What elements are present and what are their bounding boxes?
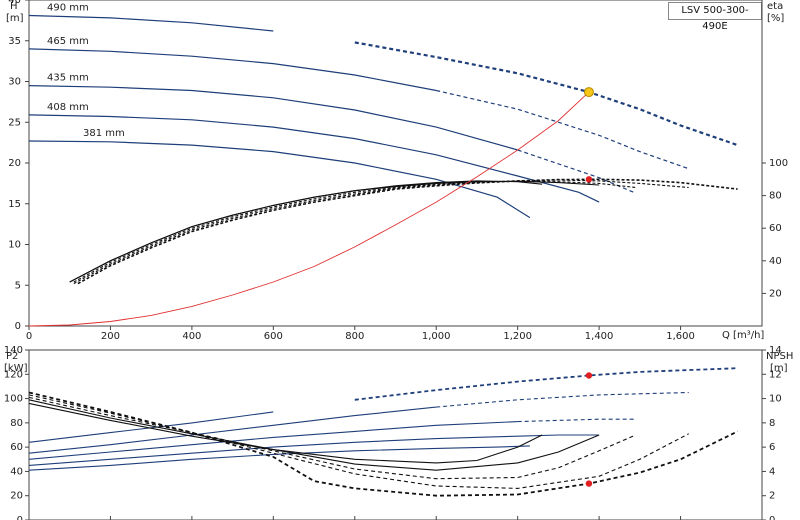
power-tick-label: 120 xyxy=(4,369,23,380)
power-curve xyxy=(28,421,518,460)
x-tick-label: 800 xyxy=(345,331,364,342)
x-tick-label: 200 xyxy=(101,331,120,342)
system-curve xyxy=(28,91,590,327)
power-tick-label: 100 xyxy=(4,394,23,405)
head-curve-extension xyxy=(517,149,637,194)
head-curve xyxy=(28,48,437,92)
power-curve-extension xyxy=(436,391,689,408)
head-panel-frame xyxy=(28,0,763,327)
head-tick-label: 15 xyxy=(8,199,21,210)
x-tick-label: 0 xyxy=(26,331,32,342)
power-tick-label: 0 xyxy=(17,515,23,520)
impeller-diameter-label: 490 mm xyxy=(47,2,89,13)
power-curve-extension xyxy=(354,367,738,401)
npsh-curve xyxy=(28,399,600,471)
head-tick-label: 30 xyxy=(8,77,21,88)
eta-tick-label: 40 xyxy=(769,256,782,267)
npsh-tick-label: 4 xyxy=(769,466,775,477)
head-tick-label: 25 xyxy=(8,117,21,128)
efficiency-curve xyxy=(73,180,636,283)
eta-tick-label: 60 xyxy=(769,223,782,234)
head-tick-label: 35 xyxy=(8,36,21,47)
power-curve xyxy=(28,406,437,454)
x-tick-label: 400 xyxy=(182,331,201,342)
power-tick-label: 40 xyxy=(10,466,23,477)
npsh-curve xyxy=(28,391,738,497)
head-axis-title: H xyxy=(10,1,18,12)
power-panel-frame xyxy=(28,349,763,520)
power-curve xyxy=(28,411,274,443)
npsh-curve xyxy=(28,402,543,464)
duty-point-marker xyxy=(583,87,594,98)
efficiency-curve xyxy=(77,178,738,285)
power-tick-label: 80 xyxy=(10,418,23,429)
eta-tick-label: 80 xyxy=(769,191,782,202)
power-tick-label: 60 xyxy=(10,442,23,453)
power-tick-label: 140 xyxy=(4,345,23,356)
efficiency-curve xyxy=(69,180,600,283)
power-curve xyxy=(28,445,530,471)
npsh-point-marker xyxy=(585,480,593,487)
power-axis-title: P2 xyxy=(6,351,18,362)
head-curve xyxy=(28,140,531,219)
impeller-diameter-label: 408 mm xyxy=(47,102,89,113)
npsh-axis-unit: [m] xyxy=(770,363,788,374)
impeller-diameter-label: 381 mm xyxy=(83,128,125,139)
npsh-axis-title: NPSH xyxy=(766,351,793,362)
npsh-tick-label: 10 xyxy=(769,394,782,405)
efficiency-point-marker xyxy=(585,176,593,183)
power-curve-extension xyxy=(517,418,636,423)
model-label: LSV 500-300-490E xyxy=(668,2,762,32)
eta-axis-unit: [%] xyxy=(767,13,784,24)
npsh-tick-label: 2 xyxy=(769,491,775,502)
npsh-tick-label: 12 xyxy=(769,369,782,380)
head-curve-extension xyxy=(436,89,689,170)
npsh-tick-label: 6 xyxy=(769,442,775,453)
head-curve xyxy=(28,14,274,32)
x-tick-label: 1,200 xyxy=(503,331,532,342)
flow-axis-title: Q [m³/h] xyxy=(722,330,764,341)
head-axis-unit: [m] xyxy=(6,13,24,24)
head-tick-label: 5 xyxy=(15,280,21,291)
npsh-curve xyxy=(28,396,637,480)
x-tick-label: 1,600 xyxy=(666,331,695,342)
efficiency-curve xyxy=(73,179,689,285)
head-tick-label: 40 xyxy=(8,0,21,6)
head-curve xyxy=(28,114,600,203)
npsh-tick-label: 14 xyxy=(769,345,782,356)
power-axis-unit: [kW] xyxy=(4,363,28,374)
power-curve xyxy=(28,434,600,466)
head-curve xyxy=(28,85,518,151)
eta-tick-label: 20 xyxy=(769,288,782,299)
head-tick-label: 0 xyxy=(15,321,21,332)
npsh-tick-label: 0 xyxy=(769,515,775,520)
npsh-tick-label: 8 xyxy=(769,418,775,429)
head-tick-label: 10 xyxy=(8,240,21,251)
eta-axis-title: eta xyxy=(767,1,783,12)
x-tick-label: 1,000 xyxy=(422,331,451,342)
power-tick-label: 20 xyxy=(10,491,23,502)
x-tick-label: 600 xyxy=(264,331,283,342)
efficiency-curve xyxy=(69,180,543,283)
impeller-diameter-label: 435 mm xyxy=(47,73,89,84)
power-point-marker xyxy=(585,372,593,379)
x-tick-label: 1,400 xyxy=(585,331,614,342)
head-tick-label: 20 xyxy=(8,158,21,169)
impeller-diameter-label: 465 mm xyxy=(47,36,89,47)
npsh-curve xyxy=(28,394,689,489)
eta-tick-label: 100 xyxy=(769,158,788,169)
